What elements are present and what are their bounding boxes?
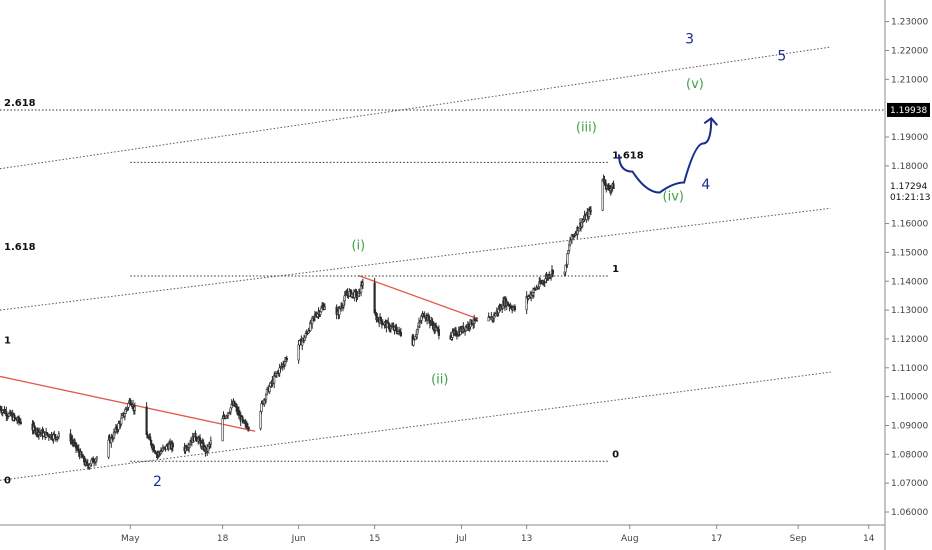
y-tick-label: 1.15000 (891, 248, 928, 258)
candle-body (209, 440, 212, 445)
wave-label: 2 (153, 474, 162, 490)
y-tick-label: 1.07000 (891, 479, 928, 489)
y-tick-label: 1.21000 (891, 75, 928, 85)
candle-body (551, 269, 554, 275)
x-tick-label: Jul (455, 534, 467, 544)
fib-level-label: 1 (612, 264, 619, 275)
candle-body (107, 439, 110, 458)
y-tick-label: 1.22000 (891, 46, 928, 56)
y-tick-label: 1.16000 (891, 220, 928, 230)
x-tick-label: 17 (711, 534, 722, 544)
y-tick-label: 1.09000 (891, 421, 928, 431)
y-tick-label: 1.06000 (891, 508, 928, 518)
candle-body (117, 423, 120, 430)
channel-lines (0, 46, 831, 481)
target-price-tag (887, 102, 930, 117)
candle-body (361, 282, 364, 286)
x-tick-label: May (121, 534, 140, 544)
y-tick-label: 1.23000 (891, 18, 928, 28)
candle-body (273, 375, 276, 384)
target-price-label: 1.19938 (890, 106, 927, 116)
candle-body (566, 253, 569, 265)
candle-body (323, 306, 326, 310)
candle-body (123, 413, 126, 417)
wave-label: (ii) (431, 373, 448, 388)
candle-body (54, 434, 57, 438)
trend-line-2 (358, 274, 479, 320)
candle-body (145, 406, 148, 435)
candle-body (127, 403, 130, 408)
left-fib-label: 1.618 (4, 242, 36, 253)
candle-body (57, 433, 60, 438)
x-axis: May 18 Jun 15 Jul 13 Aug 17 Sep 14 (0, 524, 932, 550)
wave-label: (i) (351, 239, 365, 254)
fibonacci-levels: 1.618 1 0 2.618 1.618 1 0 (0, 98, 885, 487)
candle-body (247, 427, 250, 429)
x-tick-label: 15 (369, 534, 380, 544)
y-tick-label: 1.10000 (891, 393, 928, 403)
projection-path (617, 118, 713, 194)
channel-line-1 (0, 46, 831, 170)
wave-label: 4 (701, 177, 710, 193)
fib-level-label: 0 (612, 449, 619, 460)
y-tick-label: 1.19000 (891, 133, 928, 143)
current-price-label: 1.17294 (890, 182, 927, 192)
x-tick-label: 14 (863, 534, 875, 544)
candle-body (285, 357, 288, 361)
y-tick-label: 1.18000 (891, 162, 928, 172)
y-tick-label: 1.13000 (891, 306, 928, 316)
candle-body (320, 307, 323, 313)
candle-body (601, 178, 604, 211)
price-candles (0, 174, 615, 470)
wave-label: (v) (686, 77, 704, 92)
projection-arrowhead (703, 116, 719, 126)
candle-body (612, 183, 615, 190)
candle-body (475, 320, 478, 322)
candle-body (513, 306, 516, 311)
wave-label: (iii) (576, 120, 597, 135)
candle-body (399, 331, 402, 337)
candle-body (133, 406, 136, 411)
wave-label: 3 (685, 31, 694, 47)
fib-level-label: 1.618 (612, 150, 644, 161)
candle-body (568, 240, 572, 246)
current-price-tag (887, 179, 931, 204)
left-fib-label: 0 (4, 476, 11, 487)
x-axis-background (0, 525, 932, 550)
candle-body (45, 431, 49, 436)
y-axis[interactable]: 1.23000 1.22000 1.21000 1.19000 1.18000 1.160… (884, 0, 932, 550)
wave-label: 5 (777, 49, 786, 65)
wave-label: (iv) (663, 189, 684, 204)
x-tick-label: Jun (291, 534, 306, 544)
x-tick-label: Sep (790, 534, 807, 544)
y-tick-label: 1.14000 (891, 277, 928, 287)
candle-body (221, 418, 224, 442)
wave-labels: (i) (ii) (iii) (iv) (v) 2 3 4 5 (153, 31, 786, 490)
candle-body (42, 432, 45, 437)
projection-curve (617, 116, 719, 194)
candle-body (19, 421, 22, 425)
y-tick-label: 1.08000 (891, 450, 928, 460)
channel-line-2 (0, 207, 831, 311)
left-fib-label: 1 (4, 336, 11, 347)
candle-body (373, 282, 376, 314)
x-tick-label: 18 (217, 534, 229, 544)
candle-body (171, 443, 174, 448)
y-tick-label: 1.12000 (891, 335, 928, 345)
x-tick-label: 13 (521, 534, 532, 544)
left-fib-label: 2.618 (4, 98, 36, 109)
y-tick-label: 1.11000 (891, 364, 928, 374)
candle-body (437, 329, 440, 336)
candle-body (120, 417, 123, 425)
candle-body (95, 456, 98, 460)
channel-line-3 (0, 371, 831, 481)
candle-body (589, 209, 593, 212)
candle-body (379, 317, 383, 322)
y-axis-background (885, 0, 932, 550)
countdown-label: 01:21:13 (890, 193, 930, 203)
x-tick-label: Aug (621, 534, 639, 544)
